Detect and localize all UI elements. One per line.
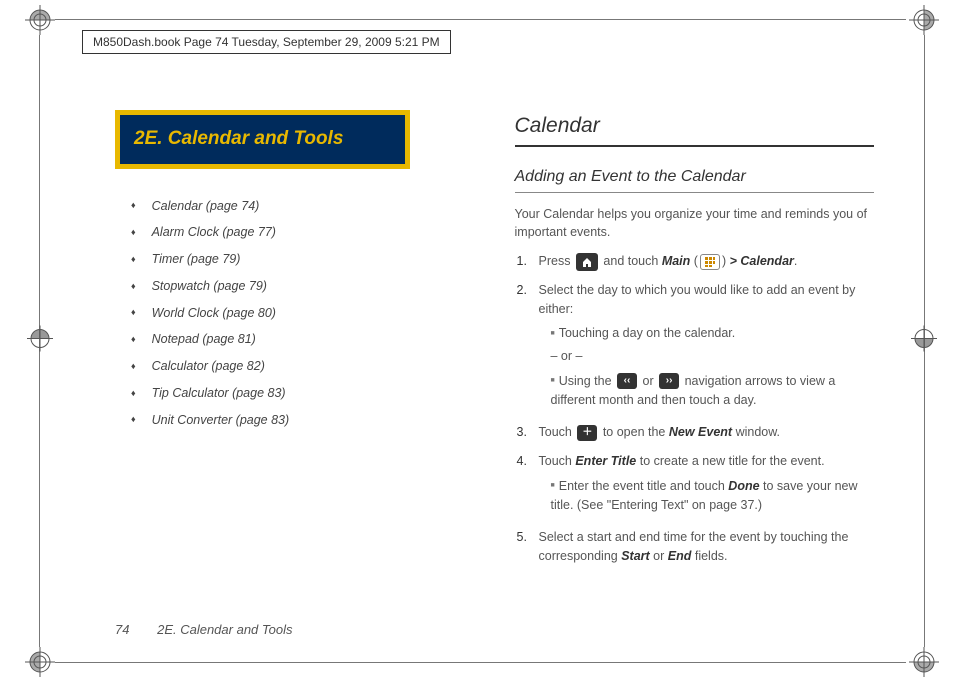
registration-mark-icon [909, 647, 939, 677]
sub-item: ■Touching a day on the calendar. [551, 324, 875, 343]
toc-item: Timer (page 79) [131, 250, 475, 269]
step-body: Press and touch Main ( ) > Calendar. [539, 252, 875, 271]
registration-mark-icon [909, 5, 939, 35]
section-badge-text: 2E. Calendar and Tools [134, 128, 343, 149]
crop-line [55, 19, 906, 20]
sub-item: ■Using the ‹‹ or ›› navigation arrows to… [551, 372, 875, 410]
page-meta-header: M850Dash.book Page 74 Tuesday, September… [82, 30, 451, 54]
home-icon [576, 253, 598, 271]
step-body: Touch ＋ to open the New Event window. [539, 423, 875, 442]
step-body: Select a start and end time for the even… [539, 528, 875, 566]
toc-item: Unit Converter (page 83) [131, 411, 475, 430]
page-content: 2E. Calendar and Tools Calendar (page 74… [115, 110, 874, 602]
prev-arrow-icon: ‹‹ [617, 373, 637, 389]
steps-list: 1. Press and touch Main ( ) > Calendar. [515, 252, 875, 566]
registration-mark-icon [25, 647, 55, 677]
step-number: 5. [517, 528, 533, 566]
step-number: 3. [517, 423, 533, 442]
toc-item: Stopwatch (page 79) [131, 277, 475, 296]
step-4: 4. Touch Enter Title to create a new tit… [517, 452, 875, 518]
toc-item: Tip Calculator (page 83) [131, 384, 475, 403]
plus-icon: ＋ [577, 425, 597, 441]
toc-item: Notepad (page 81) [131, 330, 475, 349]
page-footer: 74 2E. Calendar and Tools [115, 622, 292, 637]
step-3: 3. Touch ＋ to open the New Event window. [517, 423, 875, 442]
left-column: 2E. Calendar and Tools Calendar (page 74… [115, 110, 475, 602]
or-divider: – or – [551, 347, 875, 366]
step-number: 4. [517, 452, 533, 518]
heading-calendar: Calendar [515, 110, 875, 147]
crop-line [55, 662, 906, 663]
subheading-adding-event: Adding an Event to the Calendar [515, 165, 875, 193]
next-arrow-icon: ›› [659, 373, 679, 389]
page-number: 74 [115, 622, 129, 637]
step-body: Touch Enter Title to create a new title … [539, 452, 875, 518]
step-number: 1. [517, 252, 533, 271]
toc-item: Alarm Clock (page 77) [131, 223, 475, 242]
main-grid-icon [700, 254, 720, 270]
sub-item: ■Enter the event title and touch Done to… [551, 477, 875, 515]
page-meta-text: M850Dash.book Page 74 Tuesday, September… [93, 35, 440, 49]
section-badge: 2E. Calendar and Tools [115, 110, 410, 169]
footer-section: 2E. Calendar and Tools [157, 622, 292, 637]
registration-mark-icon [25, 5, 55, 35]
step-1: 1. Press and touch Main ( ) > Calendar. [517, 252, 875, 271]
step-2: 2. Select the day to which you would lik… [517, 281, 875, 414]
table-of-contents: Calendar (page 74) Alarm Clock (page 77)… [115, 197, 475, 430]
registration-mark-icon [25, 324, 55, 359]
registration-mark-icon [909, 324, 939, 359]
toc-item: Calendar (page 74) [131, 197, 475, 216]
right-column: Calendar Adding an Event to the Calendar… [515, 110, 875, 602]
step-body: Select the day to which you would like t… [539, 281, 875, 414]
toc-item: World Clock (page 80) [131, 304, 475, 323]
step-5: 5. Select a start and end time for the e… [517, 528, 875, 566]
toc-item: Calculator (page 82) [131, 357, 475, 376]
step-number: 2. [517, 281, 533, 414]
intro-text: Your Calendar helps you organize your ti… [515, 205, 875, 243]
